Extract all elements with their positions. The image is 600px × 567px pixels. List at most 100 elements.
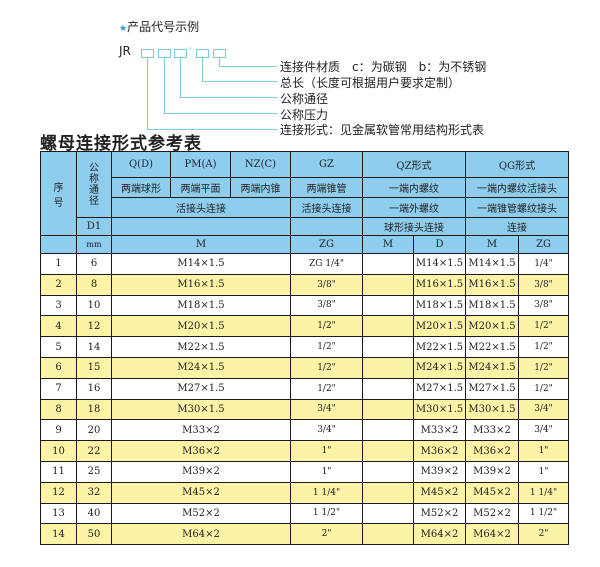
example-heading: ★产品代号示例 — [119, 18, 199, 35]
code-box — [174, 49, 187, 58]
cell-dn: 22 — [76, 440, 112, 462]
table-body: 1 6 M14×1.5 ZG 1/4" M14×1.5 M14×1.5 1/4" 2 8 M16×… — [40, 253, 569, 546]
header-gz-connection: 活接头连接 — [290, 197, 363, 218]
cell-no: 3 — [40, 294, 77, 317]
cell-qzd: M18×1.5 — [413, 294, 466, 317]
cell-zg: 1/2" — [290, 315, 363, 338]
connector-line — [219, 58, 220, 67]
legend-material: 连接件材质 c：为碳钢 b：为不锈钢 — [280, 60, 487, 74]
legend-diameter: 公称通径 — [280, 92, 329, 106]
header-d1: D1 — [76, 217, 112, 236]
cell-qzm — [362, 377, 414, 400]
nut-connection-table: 序号 公称通径 Q(D) PM(A) NZ(C) GZ QZ形式 QG形式 两端… — [40, 151, 569, 546]
cell-m: M30×1.5 — [111, 398, 291, 421]
cell-zg: 1 1/2" — [290, 502, 363, 525]
cell-qgzg: 1" — [518, 440, 569, 462]
connector-line — [147, 129, 277, 130]
cell-qzm — [362, 398, 414, 421]
cell-no: 2 — [40, 273, 77, 296]
cell-qzm — [362, 294, 414, 317]
cell-no: 9 — [40, 419, 77, 442]
cell-qgm: M20×1.5 — [465, 315, 519, 338]
cell-qgzg: 1/2" — [518, 336, 569, 358]
table-row: 9 20 M33×2 3/4" M33×2 M33×2 3/4" — [40, 419, 569, 442]
cell-qzm — [362, 356, 414, 379]
cell-qzd: M27×1.5 — [413, 377, 466, 400]
header-empty — [40, 235, 77, 254]
cell-qgm: M24×1.5 — [465, 356, 519, 379]
cell-dn: 10 — [76, 294, 112, 317]
code-box — [213, 49, 226, 58]
cell-qzm — [362, 419, 414, 442]
cell-m: M64×2 — [111, 523, 291, 546]
table-row: 5 14 M22×1.5 1/2" M22×1.5 M22×1.5 1/2" — [40, 336, 569, 358]
cell-qgzg: 2" — [518, 523, 569, 546]
cell-qzd: M36×2 — [413, 440, 466, 462]
legend-length: 总长（长度可根据用户要求定制） — [280, 76, 461, 90]
cell-m: M14×1.5 — [111, 253, 291, 275]
header-qg-link: 连接 — [465, 217, 569, 236]
header-qz: QZ形式 — [362, 151, 466, 178]
cell-qzm — [362, 315, 414, 338]
cell-qgzg: 3/8" — [518, 273, 569, 296]
cell-no: 6 — [40, 356, 77, 379]
cell-qzd: M52×2 — [413, 502, 466, 525]
cell-qzm — [362, 440, 414, 462]
cell-m: M20×1.5 — [111, 315, 291, 338]
cell-qzd: M45×2 — [413, 481, 466, 504]
connector-line — [219, 66, 277, 67]
header-qz-ball: 球形接头连接 — [362, 217, 466, 236]
table-row: 6 15 M24×1.5 1/2" M24×1.5 M24×1.5 1/2" — [40, 356, 569, 379]
cell-zg: 1/2" — [290, 377, 363, 400]
header-qg-desc: 一端内螺纹活接头 — [465, 177, 569, 198]
cell-m: M39×2 — [111, 460, 291, 483]
cell-qgm: M30×1.5 — [465, 398, 519, 421]
header-nz-desc: 两端内锥 — [230, 177, 291, 198]
cell-no: 1 — [40, 253, 77, 275]
cell-qzd: M30×1.5 — [413, 398, 466, 421]
cell-qgzg: 3/8" — [518, 294, 569, 317]
header-qg-m: M — [465, 235, 519, 254]
cell-no: 13 — [40, 502, 77, 525]
cell-no: 14 — [40, 523, 77, 546]
header-seq: 序号 — [40, 151, 77, 236]
cell-qgzg: 1" — [518, 460, 569, 483]
cell-qgzg: 1/2" — [518, 356, 569, 379]
cell-m: M24×1.5 — [111, 356, 291, 379]
cell-m: M27×1.5 — [111, 377, 291, 400]
cell-dn: 16 — [76, 377, 112, 400]
cell-dn: 15 — [76, 356, 112, 379]
cell-m: M36×2 — [111, 440, 291, 462]
table-row: 14 50 M64×2 2" M64×2 M64×2 2" — [40, 523, 569, 546]
header-qg-connection: 一端锥管螺纹接头 — [465, 197, 569, 218]
connector-line — [202, 58, 203, 82]
cell-zg: ZG 1/4" — [290, 253, 363, 275]
cell-zg: 1" — [290, 440, 363, 462]
cell-dn: 50 — [76, 523, 112, 546]
cell-dn: 32 — [76, 481, 112, 504]
legend-connection: 连接形式：见金属软管常用结构形式表 — [280, 123, 485, 137]
header-empty — [111, 217, 291, 236]
cell-zg: 1/2" — [290, 356, 363, 379]
connector-line — [202, 81, 277, 82]
cell-zg: 3/8" — [290, 294, 363, 317]
header-zg: ZG — [290, 235, 363, 254]
table-row: 1 6 M14×1.5 ZG 1/4" M14×1.5 M14×1.5 1/4" — [40, 253, 569, 275]
header-gz: GZ — [290, 151, 363, 178]
cell-no: 7 — [40, 377, 77, 400]
cell-qgm: M33×2 — [465, 419, 519, 442]
table-row: 13 40 M52×2 1 1/2" M52×2 M52×2 1 1/2" — [40, 502, 569, 525]
table-row: 11 25 M39×2 1" M39×2 M39×2 1" — [40, 460, 569, 483]
header-pm-desc: 两端平面 — [170, 177, 231, 198]
cell-qgzg: 1/4" — [518, 253, 569, 275]
cell-m: M33×2 — [111, 419, 291, 442]
table-row: 7 16 M27×1.5 1/2" M27×1.5 M27×1.5 1/2" — [40, 377, 569, 400]
cell-dn: 20 — [76, 419, 112, 442]
legend-pressure: 公称压力 — [280, 108, 329, 122]
cell-qgzg: 1/2" — [518, 377, 569, 400]
code-box — [158, 49, 171, 58]
cell-qzd: M39×2 — [413, 460, 466, 483]
cell-zg: 3/8" — [290, 273, 363, 296]
cell-dn: 12 — [76, 315, 112, 338]
